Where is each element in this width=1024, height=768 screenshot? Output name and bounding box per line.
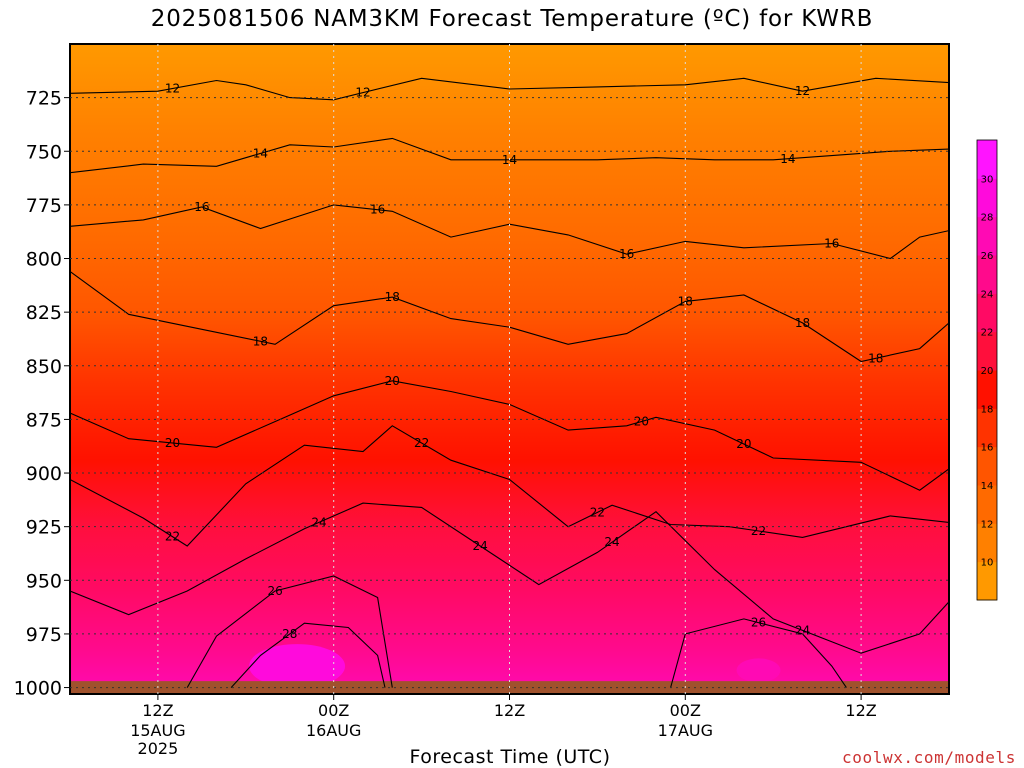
y-tick-label: 900 xyxy=(26,463,62,485)
y-tick-label: 850 xyxy=(26,356,62,378)
x-tick-label: 2025 xyxy=(138,739,179,758)
colorbar: 10 12 14 16 18 20 22 24 26 28 30 xyxy=(976,139,998,601)
contour-label: 12 xyxy=(355,86,370,100)
contour-label: 24 xyxy=(604,535,619,549)
contour-label: 22 xyxy=(414,436,429,450)
x-axis-label: Forecast Time (UTC) xyxy=(409,746,611,768)
y-tick-label: 725 xyxy=(26,88,62,110)
colorbar-segment xyxy=(977,523,997,563)
x-tick-label: 00Z xyxy=(670,701,701,720)
contour-label: 24 xyxy=(311,515,326,529)
y-tick-label: 750 xyxy=(26,141,62,163)
warm-pocket xyxy=(736,658,781,683)
colorbar-frame xyxy=(976,139,998,601)
contour-label: 20 xyxy=(385,374,400,388)
colorbar-segment xyxy=(977,255,997,294)
colorbar-segment xyxy=(977,370,997,409)
colorbar-label: 20 xyxy=(981,366,994,377)
y-tick-label: 975 xyxy=(26,624,62,646)
colorbar-label: 28 xyxy=(981,213,994,224)
y-tick-label: 1000 xyxy=(14,678,62,700)
contour-line-28 xyxy=(230,622,386,688)
contour-line-12 xyxy=(70,77,949,101)
contour-label: 16 xyxy=(619,247,634,261)
contour-line-22 xyxy=(70,425,949,547)
colorbar-label: 14 xyxy=(981,481,994,492)
contour-label: 20 xyxy=(165,436,180,450)
contour-line-18 xyxy=(70,270,949,363)
colorbar-segment xyxy=(977,408,997,448)
colorbar-segment xyxy=(977,178,997,218)
chart-title: 2025081506 NAM3KM Forecast Temperature (… xyxy=(150,6,874,32)
colorbar-label: 30 xyxy=(981,174,994,185)
y-tick-label: 775 xyxy=(26,195,62,217)
warm-pocket xyxy=(249,644,346,689)
contour-label: 18 xyxy=(795,316,810,330)
x-tick-label: 15AUG xyxy=(130,721,185,740)
colorbar-label: 26 xyxy=(981,251,994,262)
x-tick-label: 12Z xyxy=(845,701,876,720)
colorbar-segment xyxy=(977,446,997,486)
contour-label: 16 xyxy=(824,237,839,251)
contour-label: 26 xyxy=(267,584,282,598)
y-tick-label: 800 xyxy=(26,249,62,271)
y-tick-label: 875 xyxy=(26,409,62,431)
x-tick-label: 12Z xyxy=(142,701,173,720)
colorbar-segment xyxy=(977,140,997,179)
contour-label: 12 xyxy=(165,82,180,96)
contour-label: 24 xyxy=(473,539,488,553)
y-tick-label: 925 xyxy=(26,517,62,539)
contour-label: 22 xyxy=(751,524,766,538)
colorbar-label: 12 xyxy=(981,519,994,530)
contour-label: 28 xyxy=(282,627,297,641)
colorbar-segment xyxy=(977,293,997,333)
contour-label: 24 xyxy=(795,623,810,637)
colorbar-segment xyxy=(977,485,997,524)
y-tick-label: 950 xyxy=(26,570,62,592)
contour-label: 18 xyxy=(868,351,883,365)
contour-label: 14 xyxy=(780,152,795,166)
grid-lines xyxy=(70,44,949,694)
colorbar-segment xyxy=(977,331,997,371)
colorbar-label: 10 xyxy=(981,558,994,569)
colorbar-label: 18 xyxy=(981,404,994,415)
contour-label: 16 xyxy=(370,203,385,217)
credit-text[interactable]: coolwx.com/models xyxy=(842,748,1016,767)
x-tick-label: 17AUG xyxy=(658,721,713,740)
colorbar-label: 16 xyxy=(981,443,994,454)
x-tick-label: 00Z xyxy=(318,701,349,720)
x-tick-label: 16AUG xyxy=(306,721,361,740)
contour-label: 26 xyxy=(751,616,766,630)
contour-label: 14 xyxy=(253,146,268,160)
colorbar-label: 24 xyxy=(981,289,994,300)
contour-line-16 xyxy=(70,204,949,260)
y-tick-label: 825 xyxy=(26,302,62,324)
contour-label: 20 xyxy=(634,415,649,429)
contour-label: 18 xyxy=(253,334,268,348)
contour-line-24 xyxy=(70,502,949,654)
contour-label: 20 xyxy=(736,437,751,451)
colorbar-segment xyxy=(977,561,997,601)
contour-label: 22 xyxy=(165,530,180,544)
contour-label: 16 xyxy=(194,200,209,214)
contour-label: 18 xyxy=(678,294,693,308)
colorbar-segment xyxy=(977,216,997,256)
contour-label: 12 xyxy=(795,84,810,98)
contour-label: 22 xyxy=(590,505,605,519)
contour-line-26 xyxy=(670,618,847,688)
x-tick-label: 12Z xyxy=(494,701,525,720)
contour-label: 18 xyxy=(385,290,400,304)
contour-line-26 xyxy=(186,575,393,688)
colorbar-label: 22 xyxy=(981,328,994,339)
contour-line-20 xyxy=(70,380,949,491)
y-axis: 725 750 775 800 825 850 875 900 925 950 975 1000 xyxy=(14,88,70,700)
